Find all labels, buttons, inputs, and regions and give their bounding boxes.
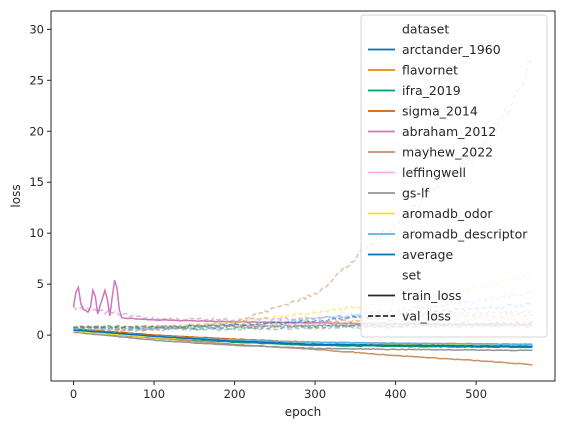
- legend-label-gs-lf: gs-lf: [402, 186, 429, 201]
- series-line-average-train: [73, 329, 533, 348]
- y-tick-label: 20: [29, 124, 44, 138]
- legend-label-mayhew-2022: mayhew_2022: [402, 145, 493, 160]
- y-tick-label: 30: [29, 22, 44, 36]
- y-axis-label: loss: [9, 184, 23, 207]
- legend-label-train-loss: train_loss: [402, 288, 462, 303]
- legend-title: dataset: [402, 22, 449, 37]
- legend-label-abraham-2012: abraham_2012: [402, 124, 496, 139]
- legend-label-aromadb-descriptor: aromadb_descriptor: [402, 227, 528, 242]
- y-tick-label: 25: [29, 73, 44, 87]
- series-line-mayhew-2022-train: [73, 330, 533, 366]
- series-line-gs-lf-train: [73, 331, 533, 352]
- x-tick-label: 0: [70, 387, 77, 401]
- legend: dataset arctander_1960 flavornet ifra_2019s…: [360, 14, 548, 338]
- x-tick-label: 100: [143, 387, 165, 401]
- legend-label-average: average: [402, 247, 453, 262]
- y-tick-label: 5: [37, 277, 44, 291]
- legend-label-aromadb-odor: aromadb_odor: [402, 206, 493, 221]
- legend-label-arctander-1960: arctander_1960: [402, 42, 501, 57]
- y-tick-label: 0: [37, 328, 44, 342]
- x-axis-label: epoch: [285, 405, 322, 419]
- legend-title: set: [402, 268, 421, 283]
- y-tick-label: 10: [29, 226, 44, 240]
- plot-frame: [50, 10, 556, 382]
- x-tick-label: 300: [304, 387, 326, 401]
- legend-label-ifra-2019: ifra_2019: [402, 83, 461, 98]
- x-tick-label: 400: [385, 387, 407, 401]
- x-tick-label: 200: [224, 387, 246, 401]
- y-tick-label: 15: [29, 175, 44, 189]
- legend-label-flavornet: flavornet: [402, 63, 458, 78]
- series-layer: [72, 56, 534, 366]
- legend-label-val-loss: val_loss: [402, 309, 451, 324]
- x-tick-label: 500: [465, 387, 487, 401]
- series-line-gs-lf-val: [73, 324, 533, 333]
- legend-label-sigma-2014: sigma_2014: [402, 104, 478, 119]
- legend-box: [360, 14, 548, 338]
- y-axis: 0 5 10 15 20 25 30: [29, 22, 51, 342]
- legend-label-leffingwell: leffingwell: [402, 165, 466, 180]
- x-axis: 0 100 200 300 400 500: [70, 381, 487, 401]
